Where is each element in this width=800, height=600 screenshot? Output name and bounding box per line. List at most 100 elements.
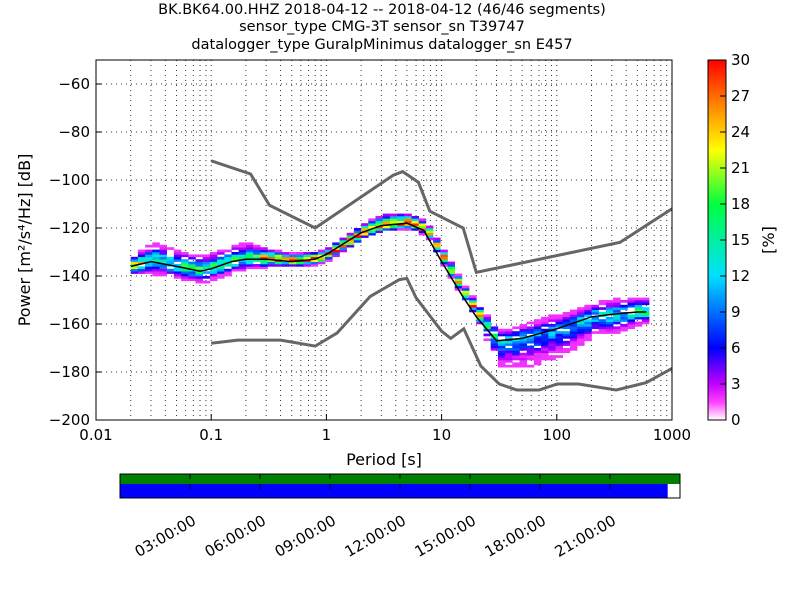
histogram-cell (195, 271, 203, 274)
histogram-cell (634, 316, 643, 320)
title-line-3: datalogger_type GuralpMinimus datalogger… (191, 37, 573, 53)
histogram-cell (188, 256, 196, 260)
histogram-cell (152, 264, 160, 267)
histogram-cell (303, 261, 311, 265)
histogram-cell (404, 220, 412, 224)
histogram-cell (476, 307, 484, 310)
histogram-cell (490, 345, 499, 349)
histogram-cell (296, 264, 304, 267)
histogram-cell (555, 343, 563, 346)
histogram-cell (634, 309, 643, 313)
histogram-cell (368, 223, 376, 226)
histogram-cell (533, 321, 542, 325)
histogram-cell (577, 333, 585, 337)
histogram-cell (152, 254, 160, 258)
histogram-cell (605, 307, 614, 310)
histogram-cell (411, 216, 419, 219)
histogram-cell (274, 256, 283, 260)
histogram-cell (555, 316, 563, 320)
histogram-cell (483, 338, 491, 342)
histogram-cell (591, 321, 599, 325)
histogram-cell (267, 254, 275, 258)
histogram-cell (519, 333, 527, 337)
histogram-cell (526, 336, 535, 339)
histogram-cell (418, 223, 427, 226)
histogram-cell (541, 336, 549, 339)
histogram-cell (519, 362, 527, 366)
histogram-cell (483, 324, 491, 327)
histogram-cell (533, 355, 542, 358)
histogram-cell (541, 338, 549, 342)
histogram-cell (469, 302, 477, 306)
histogram-cell (562, 326, 571, 330)
histogram-cell (454, 283, 463, 286)
histogram-cell (224, 271, 232, 274)
histogram-cell (627, 321, 635, 325)
histogram-cell (339, 249, 347, 253)
histogram-cell (166, 247, 175, 250)
histogram-cell (404, 228, 412, 231)
histogram-cell (454, 273, 463, 277)
histogram-cell (433, 242, 441, 246)
histogram-cell (519, 355, 527, 358)
histogram-cell (613, 319, 621, 322)
y-tick-label: −200 (49, 411, 90, 429)
histogram-cell (375, 228, 383, 231)
histogram-cell (217, 249, 225, 253)
histogram-cell (173, 268, 182, 272)
histogram-cell (505, 336, 513, 339)
histogram-cell (541, 316, 549, 320)
plot-frame (95, 59, 673, 421)
histogram-cell (447, 268, 455, 272)
histogram-cell (461, 297, 470, 301)
histogram-cell (152, 256, 160, 260)
histogram-cell (490, 340, 499, 344)
histogram-cell (555, 331, 563, 334)
histogram-cell (447, 266, 455, 270)
histogram-cell (562, 350, 571, 354)
histogram-cell (173, 264, 182, 267)
histogram-cell (577, 331, 585, 334)
histogram-cell (368, 220, 376, 224)
histogram-cell (526, 328, 535, 332)
histogram-cell (130, 266, 139, 270)
data-coverage-timeline: 03:00:00 06:00:00 09:00:00 12:00:00 15:00:00… (119, 473, 681, 561)
histogram-cell (584, 333, 592, 337)
histogram-cell (598, 331, 607, 334)
histogram-cell (361, 235, 369, 238)
histogram-cell (569, 336, 578, 339)
histogram-cell (569, 331, 578, 334)
histogram-cell (526, 331, 535, 334)
histogram-cell (209, 259, 218, 262)
histogram-cell (173, 276, 182, 279)
histogram-cell (195, 266, 203, 270)
histogram-cell (260, 264, 268, 267)
histogram-cell (231, 254, 239, 258)
histogram-cell (541, 333, 549, 337)
histogram-cell (591, 309, 599, 313)
histogram-cell (584, 328, 592, 332)
histogram-cell (483, 326, 491, 330)
histogram-cell (382, 218, 391, 222)
histogram-cell (605, 304, 614, 308)
histogram-cell (130, 271, 139, 274)
histogram-cell (425, 237, 434, 241)
histogram-cell (332, 249, 340, 253)
histogram-cell (159, 271, 167, 274)
histogram-cell (310, 264, 319, 267)
histogram-cell (224, 256, 232, 260)
histogram-cell (188, 273, 196, 277)
histogram-cell (620, 300, 628, 303)
histogram-cell (505, 331, 513, 334)
histogram-cell (137, 252, 146, 255)
histogram-cell (440, 254, 448, 258)
histogram-cell (526, 348, 535, 351)
histogram-cell (411, 218, 419, 222)
histogram-cell (533, 340, 542, 344)
histogram-cell (253, 254, 261, 258)
histogram-cell (497, 343, 506, 346)
histogram-cell (605, 324, 614, 327)
histogram-cell (569, 333, 578, 337)
histogram-cell (548, 345, 556, 349)
histogram-cell (541, 345, 549, 349)
